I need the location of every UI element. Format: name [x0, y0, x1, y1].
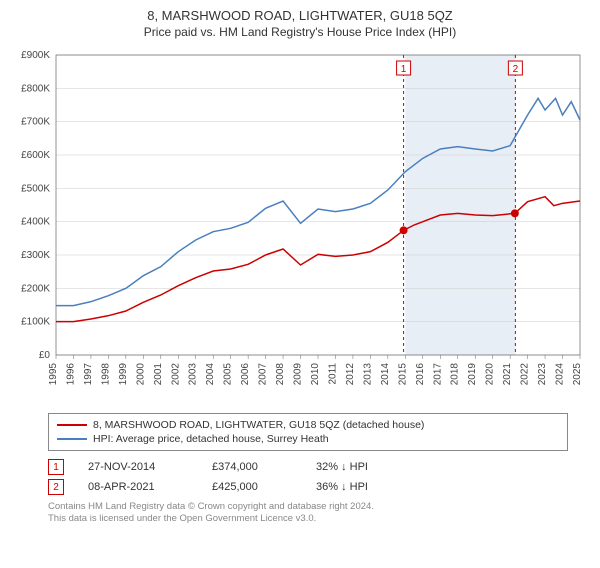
- svg-text:1: 1: [401, 64, 407, 75]
- svg-text:£700K: £700K: [21, 117, 50, 128]
- sale-price: £425,000: [212, 481, 292, 493]
- svg-text:£100K: £100K: [21, 317, 50, 328]
- footer-line-2: This data is licensed under the Open Gov…: [48, 513, 600, 525]
- sales-table: 1 27-NOV-2014 £374,000 32% ↓ HPI 2 08-AP…: [48, 457, 600, 497]
- svg-text:2001: 2001: [153, 363, 164, 386]
- svg-text:1995: 1995: [48, 363, 59, 386]
- sale-date: 27-NOV-2014: [88, 461, 188, 473]
- svg-text:2010: 2010: [310, 363, 321, 386]
- svg-text:2020: 2020: [485, 363, 496, 386]
- svg-text:2021: 2021: [502, 363, 513, 386]
- sale-row: 2 08-APR-2021 £425,000 36% ↓ HPI: [48, 477, 600, 497]
- svg-text:2024: 2024: [555, 363, 566, 386]
- svg-text:2: 2: [513, 64, 519, 75]
- legend-swatch-hpi: [57, 438, 87, 440]
- footer-line-1: Contains HM Land Registry data © Crown c…: [48, 501, 600, 513]
- sale-marker-2: 2: [48, 479, 64, 495]
- svg-text:2000: 2000: [135, 363, 146, 386]
- svg-text:2015: 2015: [397, 363, 408, 386]
- svg-text:1997: 1997: [83, 363, 94, 386]
- svg-text:£0: £0: [39, 350, 51, 361]
- svg-text:2009: 2009: [293, 363, 304, 386]
- svg-text:2008: 2008: [275, 363, 286, 386]
- chart-title: 8, MARSHWOOD ROAD, LIGHTWATER, GU18 5QZ: [0, 8, 600, 23]
- svg-text:2011: 2011: [327, 363, 338, 385]
- svg-text:2002: 2002: [170, 363, 181, 386]
- svg-text:2025: 2025: [572, 363, 583, 386]
- chart-subtitle: Price paid vs. HM Land Registry's House …: [0, 25, 600, 39]
- svg-text:2006: 2006: [240, 363, 251, 386]
- svg-text:£500K: £500K: [21, 183, 50, 194]
- sale-diff: 36% ↓ HPI: [316, 481, 368, 493]
- svg-text:2005: 2005: [223, 363, 234, 386]
- svg-text:£600K: £600K: [21, 150, 50, 161]
- sale-row: 1 27-NOV-2014 £374,000 32% ↓ HPI: [48, 457, 600, 477]
- svg-text:1996: 1996: [65, 363, 76, 386]
- footer-note: Contains HM Land Registry data © Crown c…: [48, 501, 600, 526]
- svg-text:2018: 2018: [450, 363, 461, 386]
- svg-text:£200K: £200K: [21, 283, 50, 294]
- svg-text:£400K: £400K: [21, 217, 50, 228]
- legend-row: HPI: Average price, detached house, Surr…: [57, 432, 559, 446]
- svg-text:2016: 2016: [415, 363, 426, 386]
- legend-box: 8, MARSHWOOD ROAD, LIGHTWATER, GU18 5QZ …: [48, 413, 568, 451]
- svg-text:2017: 2017: [432, 363, 443, 386]
- svg-text:1999: 1999: [118, 363, 129, 386]
- sale-marker-1: 1: [48, 459, 64, 475]
- svg-text:2004: 2004: [205, 363, 216, 386]
- svg-text:£900K: £900K: [21, 50, 50, 61]
- legend-swatch-price: [57, 424, 87, 426]
- svg-text:2014: 2014: [380, 363, 391, 386]
- svg-text:2019: 2019: [467, 363, 478, 386]
- svg-text:2003: 2003: [188, 363, 199, 386]
- svg-text:2007: 2007: [258, 363, 269, 386]
- chart-area: £0 £100K £200K £300K £400K £500K £600K £700K £80…: [10, 45, 590, 405]
- svg-text:2022: 2022: [520, 363, 531, 386]
- line-chart-svg: £0 £100K £200K £300K £400K £500K £600K £700K £80…: [10, 45, 590, 405]
- svg-text:2012: 2012: [345, 363, 356, 386]
- sale-diff: 32% ↓ HPI: [316, 461, 368, 473]
- legend-label: HPI: Average price, detached house, Surr…: [93, 433, 329, 445]
- svg-text:£300K: £300K: [21, 250, 50, 261]
- svg-text:1998: 1998: [100, 363, 111, 386]
- sale-price: £374,000: [212, 461, 292, 473]
- svg-text:£800K: £800K: [21, 83, 50, 94]
- svg-text:2013: 2013: [362, 363, 373, 386]
- legend-label: 8, MARSHWOOD ROAD, LIGHTWATER, GU18 5QZ …: [93, 419, 424, 431]
- sale-date: 08-APR-2021: [88, 481, 188, 493]
- svg-text:2023: 2023: [537, 363, 548, 386]
- legend-row: 8, MARSHWOOD ROAD, LIGHTWATER, GU18 5QZ …: [57, 418, 559, 432]
